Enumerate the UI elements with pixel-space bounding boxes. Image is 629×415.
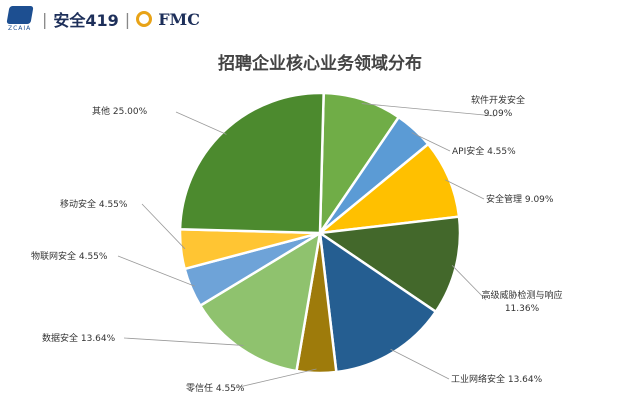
zcaia-logo: ZCAIA — [6, 6, 36, 32]
slice-label-name-4: 高级威胁检测与响应 — [481, 289, 562, 301]
slice-label-3: 安全管理 9.09% — [486, 193, 554, 205]
zcaia-logo-text: ZCAIA — [8, 25, 32, 32]
leader-line-1 — [361, 103, 496, 117]
leader-line-4 — [451, 265, 487, 301]
slice-label-6: 零信任 4.55% — [186, 382, 245, 394]
leader-line-8 — [117, 255, 196, 287]
slice-label-9: 移动安全 4.55% — [60, 198, 128, 210]
slice-label-2: API安全 4.55% — [452, 145, 516, 157]
pie-slice-10 — [178, 91, 325, 235]
slice-label-7: 数据安全 13.64% — [42, 332, 116, 344]
pie-slice-4 — [316, 215, 462, 314]
slice-label-name-1: 软件开发安全 — [471, 94, 525, 106]
slice-label-5: 工业网络安全 13.64% — [451, 373, 543, 385]
pie-slice-5 — [318, 230, 438, 374]
slice-label-8: 物联网安全 4.55% — [31, 250, 108, 262]
leader-lines — [117, 103, 496, 389]
fmc-logo-icon — [136, 11, 153, 27]
pie-slices — [178, 91, 462, 375]
slice-label-10: 其他 25.00% — [92, 105, 148, 117]
leader-line-7 — [123, 337, 244, 346]
brand-name: 安全419 — [53, 11, 119, 30]
header-logos: ZCAIA | 安全419 | FMC — [6, 6, 200, 32]
leader-line-10 — [175, 111, 227, 135]
pie-slice-7 — [198, 230, 322, 373]
leader-line-6 — [234, 368, 317, 389]
leader-line-5 — [390, 348, 450, 380]
header-separator-2: | — [124, 9, 131, 29]
partner-name: FMC — [158, 9, 200, 29]
pie-slice-3 — [315, 142, 461, 235]
leader-line-2 — [411, 132, 451, 152]
slice-label-value-1: 9.09% — [484, 109, 513, 119]
leader-line-9 — [141, 203, 186, 250]
chart-title: 招聘企业核心业务领域分布 — [218, 53, 422, 74]
leader-line-3 — [444, 179, 485, 200]
pie-slice-1 — [318, 91, 401, 238]
slice-label-value-4: 11.36% — [505, 304, 540, 314]
slice-labels: 软件开发安全 9.09% API安全 4.55% 安全管理 9.09% 高级威胁检测与响… — [31, 94, 563, 394]
header-separator: | — [42, 9, 48, 29]
